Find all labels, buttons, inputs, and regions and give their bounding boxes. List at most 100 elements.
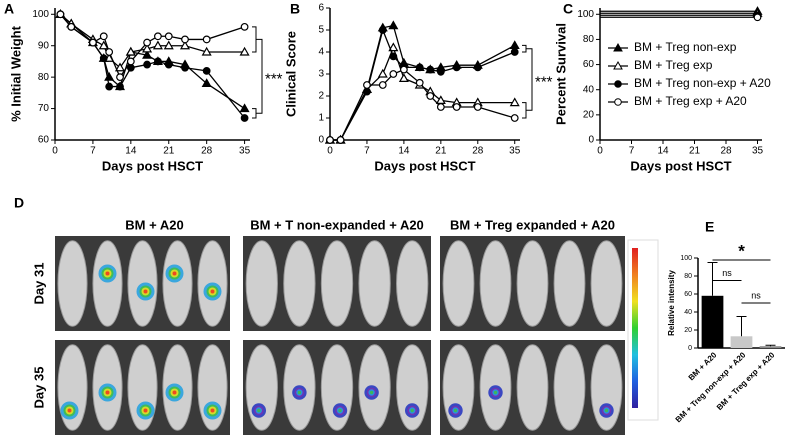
x-tick-label: 0	[52, 146, 58, 157]
legend-label: BM + Treg non-exp	[634, 40, 737, 54]
marker	[509, 97, 520, 107]
y-tick-label: 4	[318, 47, 324, 58]
mouse	[516, 344, 549, 431]
signal	[210, 289, 215, 294]
signal	[210, 408, 215, 413]
marker	[114, 62, 126, 72]
marker	[363, 81, 371, 89]
y-tick-label: 80	[583, 34, 595, 45]
y-tick-label: 80	[684, 273, 692, 280]
marker	[105, 48, 114, 56]
signal	[453, 408, 458, 413]
mouse	[320, 344, 354, 431]
y-axis-label: Clinical Score	[283, 31, 298, 117]
marker	[163, 40, 174, 50]
marker	[452, 103, 461, 111]
group-label: BM + Treg expanded + A20	[450, 217, 615, 232]
mouse	[320, 240, 354, 327]
marker	[415, 63, 424, 72]
marker	[201, 46, 212, 56]
y-tick-label: 0	[318, 135, 324, 146]
y-tick-label: 40	[583, 84, 595, 95]
mouse	[590, 240, 623, 327]
marker	[336, 136, 345, 144]
marker	[426, 92, 435, 100]
marker	[473, 103, 482, 111]
legend-marker	[613, 42, 623, 52]
line	[59, 13, 245, 110]
y-tick-label: 100	[32, 9, 49, 20]
marker	[510, 48, 519, 56]
x-tick-label: BM + Treg exp + A20	[715, 350, 777, 412]
y-tick-label: 40	[684, 309, 692, 316]
signal	[370, 390, 374, 395]
y-tick-label: 70	[38, 103, 50, 114]
mouse	[245, 240, 278, 327]
marker	[152, 40, 163, 50]
y-tick-label: 60	[38, 135, 50, 146]
mouse	[442, 240, 475, 327]
x-tick-label: 21	[689, 146, 701, 157]
y-tick-label: 0	[588, 135, 594, 146]
marker	[201, 78, 212, 88]
x-tick-label: 7	[629, 146, 635, 157]
bracket	[522, 44, 527, 53]
x-tick-label: 35	[239, 146, 251, 157]
x-tick-label: 35	[509, 146, 521, 157]
legend-label: BM + Treg non-exp + A20	[634, 76, 771, 90]
mouse	[283, 240, 316, 327]
marker	[239, 46, 250, 56]
significance: ns	[751, 290, 761, 300]
marker	[415, 78, 424, 87]
y-tick-label: 20	[583, 109, 595, 120]
marker	[202, 66, 211, 75]
mouse	[442, 344, 475, 431]
marker	[181, 63, 189, 72]
bar	[701, 295, 724, 348]
marker	[378, 26, 387, 34]
marker	[164, 32, 173, 41]
mouse	[396, 240, 429, 327]
x-tick-label: 7	[364, 146, 370, 157]
marker	[202, 35, 211, 44]
legend-label: BM + Treg exp	[634, 58, 713, 72]
marker	[154, 32, 162, 41]
y-tick-label: 100	[680, 255, 692, 262]
mouse	[358, 240, 391, 327]
bracket	[256, 38, 263, 114]
x-tick-label: 7	[90, 146, 96, 157]
marker	[389, 52, 398, 61]
significance: ns	[722, 268, 732, 278]
marker	[326, 136, 334, 144]
panel-label: A	[4, 1, 14, 17]
bar	[730, 336, 753, 348]
x-tick-label: 14	[125, 146, 137, 157]
mouse	[396, 344, 429, 431]
y-axis-label: Relative intensity	[667, 270, 676, 336]
marker	[378, 81, 387, 89]
marker	[399, 65, 408, 74]
line	[330, 45, 515, 141]
x-tick-label: 21	[435, 146, 447, 157]
row-label: Day 31	[31, 263, 46, 305]
legend-label: BM + Treg exp + A20	[634, 94, 747, 108]
marker	[142, 49, 153, 59]
panel-label: C	[563, 1, 573, 17]
x-axis-label: Days post HSCT	[374, 158, 475, 173]
mouse	[162, 240, 193, 327]
x-tick-label: 14	[657, 146, 669, 157]
x-tick-label: 28	[201, 146, 213, 157]
marker	[67, 22, 76, 31]
error-bar	[707, 262, 718, 296]
x-tick-label: 14	[398, 146, 410, 157]
x-axis-label: Days post HSCT	[630, 158, 731, 173]
line	[59, 13, 245, 69]
signal	[493, 390, 498, 395]
marker	[509, 40, 520, 49]
marker	[452, 63, 461, 72]
mouse	[245, 344, 278, 431]
marker	[510, 114, 519, 122]
signal	[67, 408, 72, 413]
signal	[338, 408, 342, 413]
